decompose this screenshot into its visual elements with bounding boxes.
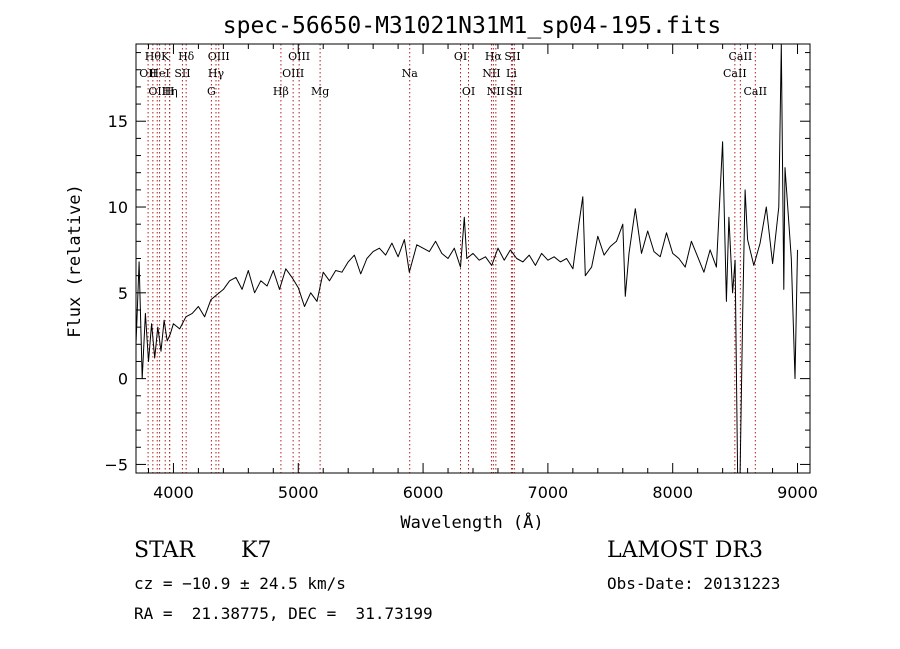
x-tick-label: 6000	[403, 483, 444, 502]
y-axis-label: Flux (relative)	[65, 184, 85, 338]
line-marker-label: G	[207, 85, 216, 98]
line-marker-label: Hη	[162, 85, 178, 98]
line-marker-label: Hθ	[145, 50, 162, 63]
line-marker-label: CaII	[723, 67, 747, 80]
spectrum-line-group	[135, 43, 798, 474]
line-marker-label: NII	[487, 85, 505, 98]
sky-coordinates: RA = 21.38775, DEC = 31.73199	[134, 604, 433, 623]
line-marker-label: OIII	[282, 67, 304, 80]
x-tick-label: 8000	[652, 483, 693, 502]
line-marker-label: SII	[506, 85, 522, 98]
line-marker-label: Hγ	[208, 67, 225, 80]
chart-title: spec-56650-M31021N31M1_sp04-195.fits	[223, 13, 722, 39]
line-marker-label: OI	[462, 85, 475, 98]
observation-date: Obs-Date: 20131223	[607, 574, 781, 593]
x-tick-label: 5000	[278, 483, 319, 502]
line-marker-label: OI	[454, 50, 467, 63]
y-axis-ticks: −5 0 5 10 15	[104, 52, 810, 474]
x-tick-label: 7000	[528, 483, 569, 502]
line-marker-label: OII	[139, 67, 157, 80]
line-marker-label: Na	[402, 67, 419, 80]
line-marker-label: NII	[482, 67, 500, 80]
object-class: STAR	[134, 538, 195, 563]
spectrum-line	[135, 43, 798, 474]
line-marker-label: CaII	[729, 50, 753, 63]
y-tick-label: 0	[118, 370, 128, 389]
redshift-readout: cz = −10.9 ± 24.5 km/s	[134, 574, 346, 593]
line-marker-label: Li	[506, 67, 517, 80]
y-tick-label: 10	[108, 198, 128, 217]
line-marker-label: OIII	[288, 50, 310, 63]
line-marker-label: Hβ	[273, 85, 289, 98]
plot-frame	[135, 43, 811, 474]
line-marker-label: HeI	[149, 67, 169, 80]
x-tick-label: 9000	[777, 483, 818, 502]
line-marker-label: SII	[174, 67, 190, 80]
line-marker-label: Hδ	[178, 50, 195, 63]
line-marker-label: SII	[504, 50, 520, 63]
line-marker-label: Mg	[311, 85, 329, 98]
survey-name: LAMOST DR3	[607, 538, 763, 563]
line-marker-label: CaII	[743, 85, 767, 98]
y-tick-label: 5	[118, 284, 128, 303]
line-marker-label: H	[165, 85, 175, 98]
x-axis-label: Wavelength (Å)	[400, 511, 543, 533]
x-tick-label: 4000	[153, 483, 194, 502]
x-axis-ticks: 4000 5000 6000 7000 8000 9000	[147, 44, 818, 502]
y-tick-label: 15	[108, 112, 128, 131]
object-subclass: K7	[241, 538, 272, 563]
line-marker-label: Hα	[485, 50, 503, 63]
emission-line-labels: OIIHθOIIHeIKHηHSIIHδGHγOIIIHβOIIIOIIIMgN…	[139, 50, 767, 98]
line-marker-label: OIII	[208, 50, 230, 63]
line-marker-label: OII	[148, 85, 166, 98]
line-marker-label: K	[161, 50, 170, 63]
y-tick-label: −5	[104, 455, 128, 474]
emission-line-markers	[147, 44, 756, 473]
